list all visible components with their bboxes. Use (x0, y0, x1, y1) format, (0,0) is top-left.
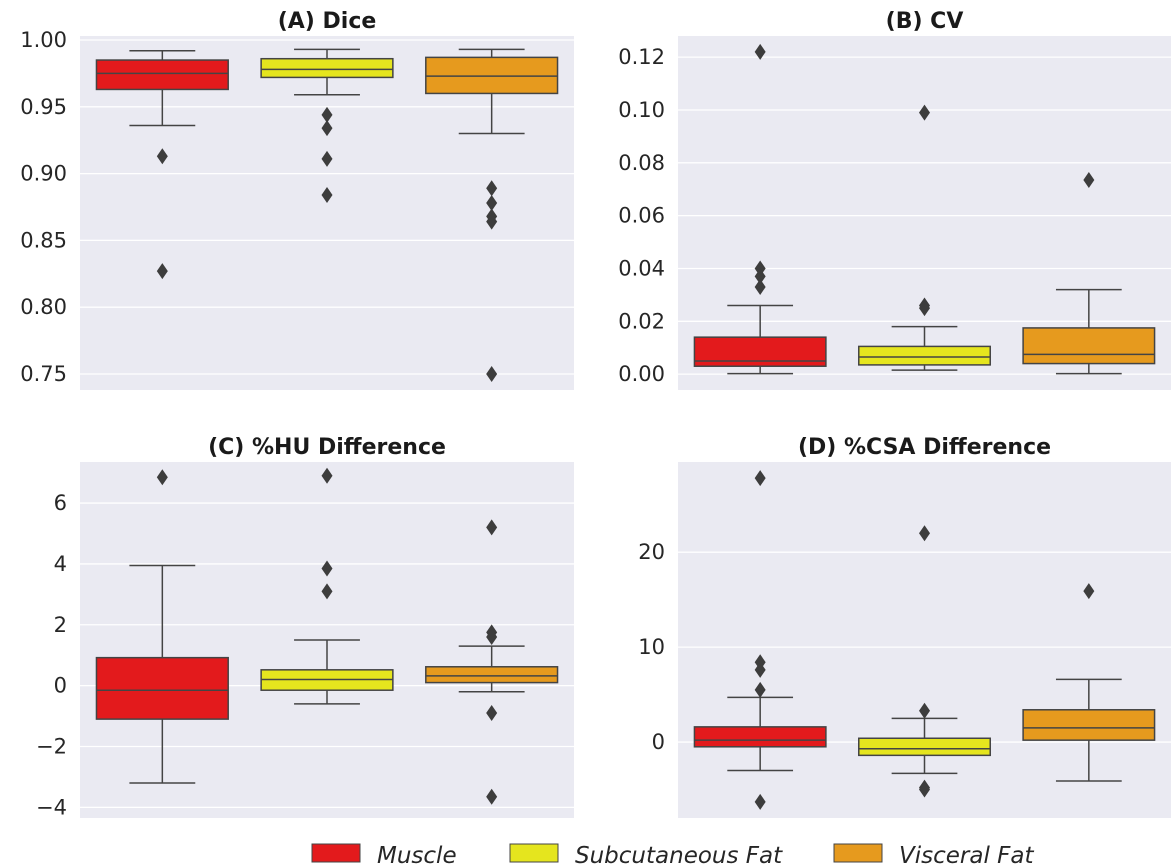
panel-2: 0.00 0.02 0.04 0.06 0.08 0.10 0.12 (B) CV (618, 9, 1171, 390)
y-tick-label: 1.00 (20, 28, 67, 52)
panel-4: 0 10 20 (D) %CSA Difference (638, 435, 1171, 818)
y-tick-label: 0.10 (618, 98, 665, 122)
outlier-point (754, 268, 766, 285)
outlier-point (486, 213, 498, 230)
outlier-point (486, 180, 498, 197)
legend-label: Muscle (377, 843, 457, 868)
outlier-point (919, 525, 930, 542)
outlier-point (919, 781, 930, 798)
outlier-point (156, 469, 168, 486)
outlier-point (486, 365, 498, 382)
outlier-point (321, 120, 333, 137)
y-tick-label: 0.00 (618, 362, 665, 386)
y-tick-label: 2 (54, 613, 67, 637)
box-visceral-fat (425, 48, 559, 382)
box-visceral-fat (1022, 171, 1156, 375)
box-iqr (260, 57, 394, 79)
legend-label: Visceral Fat (899, 843, 1034, 868)
legend-label: Subcutaneous Fat (575, 843, 783, 868)
outlier-point (754, 793, 766, 810)
box-subcutaneous-fat (858, 104, 991, 371)
legend-item-subcutaneous-fat: Subcutaneous Fat (509, 843, 783, 868)
legend-item-muscle: Muscle (311, 843, 457, 868)
y-tick-label: 0.90 (20, 162, 67, 186)
y-tick-label: 10 (638, 635, 665, 659)
y-tick-label: 0.04 (618, 256, 665, 280)
box-iqr (1022, 327, 1156, 365)
panel-title: (D) %CSA Difference (798, 435, 1051, 460)
y-tick-label: 0.08 (618, 151, 665, 175)
outlier-point (486, 705, 498, 722)
box-iqr (858, 737, 991, 757)
panel-title: (C) %HU Difference (208, 435, 446, 460)
box-visceral-fat (425, 519, 559, 805)
outlier-point (321, 150, 333, 167)
box-muscle (95, 469, 229, 784)
panel-1: 0.75 0.80 0.85 0.90 0.95 1.00 (A) Dice (20, 9, 574, 390)
outlier-point (321, 186, 333, 203)
y-tick-label: 0 (652, 730, 665, 754)
outlier-point (486, 194, 498, 211)
outlier-point (1083, 583, 1095, 600)
box-subcutaneous-fat (858, 525, 991, 798)
box-iqr (693, 336, 827, 367)
outlier-point (321, 106, 333, 123)
y-tick-label: 4 (54, 552, 67, 576)
outlier-point (321, 583, 333, 600)
outlier-point (754, 681, 766, 698)
panel-title: (A) Dice (278, 9, 377, 34)
box-muscle (693, 470, 827, 810)
box-subcutaneous-fat (260, 48, 394, 203)
box-visceral-fat (1022, 583, 1156, 782)
legend-swatch (509, 843, 559, 863)
outlier-point (754, 43, 766, 60)
box-iqr (693, 726, 827, 748)
outlier-point (321, 560, 333, 577)
y-tick-label: 0.95 (20, 95, 67, 119)
y-tick-label: 20 (638, 540, 665, 564)
legend-swatch (311, 843, 361, 863)
box-iqr (858, 345, 991, 366)
y-tick-label: 0.02 (618, 309, 665, 333)
outlier-point (486, 788, 498, 805)
box-muscle (95, 49, 229, 280)
outlier-point (919, 702, 930, 719)
legend-item-visceral-fat: Visceral Fat (833, 843, 1034, 868)
outlier-point (754, 470, 766, 487)
outlier-point (486, 519, 498, 536)
y-tick-label: 0.06 (618, 204, 665, 228)
outlier-point (156, 263, 168, 280)
outlier-point (1083, 171, 1095, 188)
legend: Muscle Subcutaneous Fat Visceral Fat (311, 843, 1034, 868)
y-tick-label: 6 (54, 491, 67, 515)
y-tick-label: 0.75 (20, 362, 67, 386)
box-iqr (425, 666, 559, 684)
outlier-point (919, 300, 930, 317)
y-tick-label: 0.85 (20, 228, 67, 252)
box-subcutaneous-fat (260, 467, 394, 705)
outlier-point (321, 467, 333, 484)
panel-title: (B) CV (886, 9, 964, 34)
box-iqr (95, 656, 229, 720)
y-tick-label: 0 (54, 674, 67, 698)
outlier-point (156, 148, 168, 165)
panel-3: −4 −2 0 2 4 6 (C) %HU Difference (36, 435, 574, 819)
box-iqr (1022, 709, 1156, 741)
outlier-point (754, 654, 766, 671)
box-iqr (95, 59, 229, 91)
y-tick-label: −4 (36, 795, 67, 819)
outlier-point (486, 628, 498, 645)
y-tick-label: −2 (36, 734, 67, 758)
y-tick-label: 0.12 (618, 45, 665, 69)
legend-swatch (833, 843, 883, 863)
y-tick-label: 0.80 (20, 295, 67, 319)
outlier-point (754, 278, 766, 295)
outlier-point (919, 104, 930, 121)
box-muscle (693, 43, 827, 375)
